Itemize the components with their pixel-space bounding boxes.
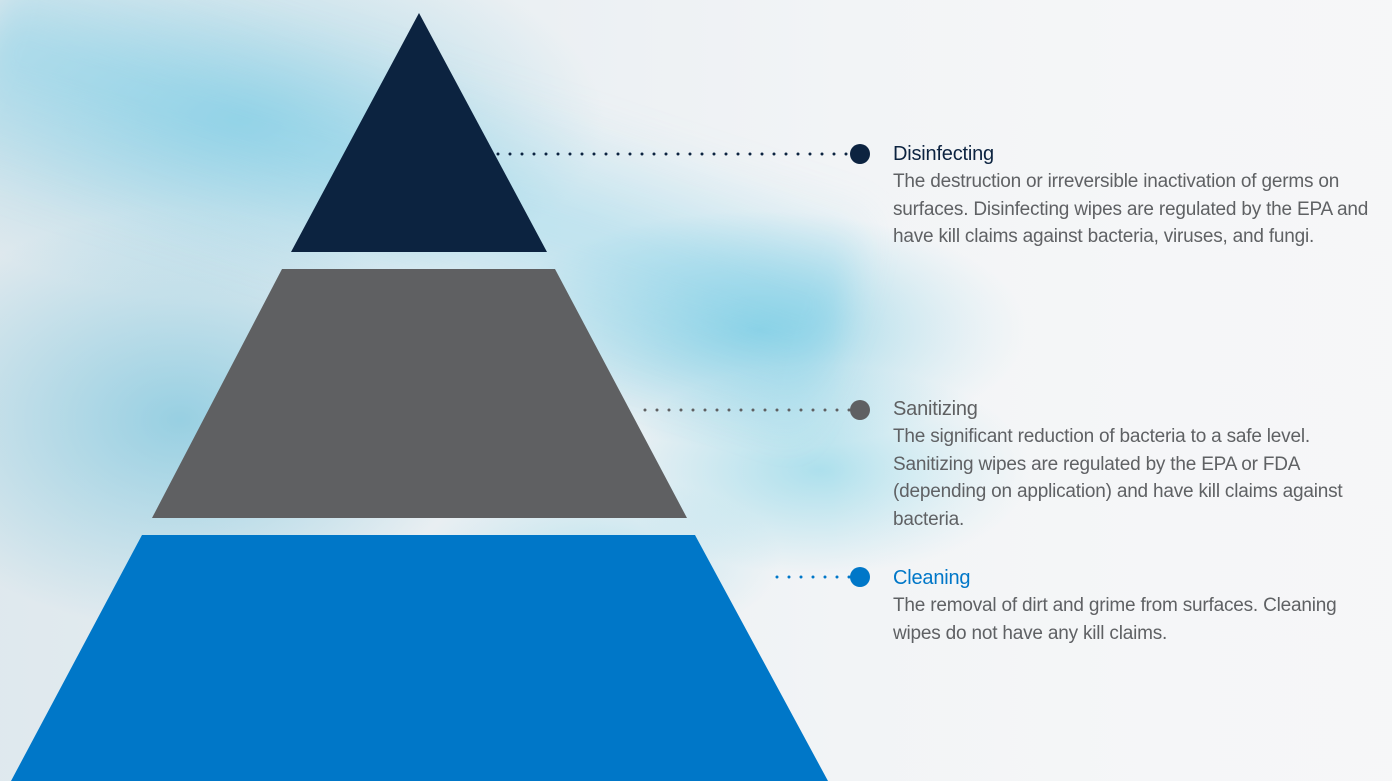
tier-label-disinfecting: Disinfecting The destruction or irrevers… bbox=[893, 142, 1388, 251]
connector-dot-disinfecting bbox=[850, 144, 870, 164]
connector-dot-cleaning bbox=[850, 567, 870, 587]
background-fade bbox=[832, 0, 1392, 781]
tier-title: Sanitizing bbox=[893, 398, 978, 420]
tier-description: The removal of dirt and grime from surfa… bbox=[893, 595, 1337, 644]
pyramid-tier-sanitizing bbox=[152, 269, 687, 518]
pyramid-tier-cleaning bbox=[11, 535, 828, 781]
tier-label-cleaning: Cleaning The removal of dirt and grime f… bbox=[893, 566, 1388, 647]
tier-title: Disinfecting bbox=[893, 143, 994, 165]
tier-title: Cleaning bbox=[893, 567, 971, 589]
pyramid-tier-disinfecting bbox=[291, 13, 547, 252]
tier-description: The destruction or irreversible inactiva… bbox=[893, 171, 1369, 247]
tier-description: The significant reduction of bacteria to… bbox=[893, 426, 1343, 530]
tier-label-sanitizing: Sanitizing The significant reduction of … bbox=[893, 397, 1388, 533]
connector-dot-sanitizing bbox=[850, 400, 870, 420]
